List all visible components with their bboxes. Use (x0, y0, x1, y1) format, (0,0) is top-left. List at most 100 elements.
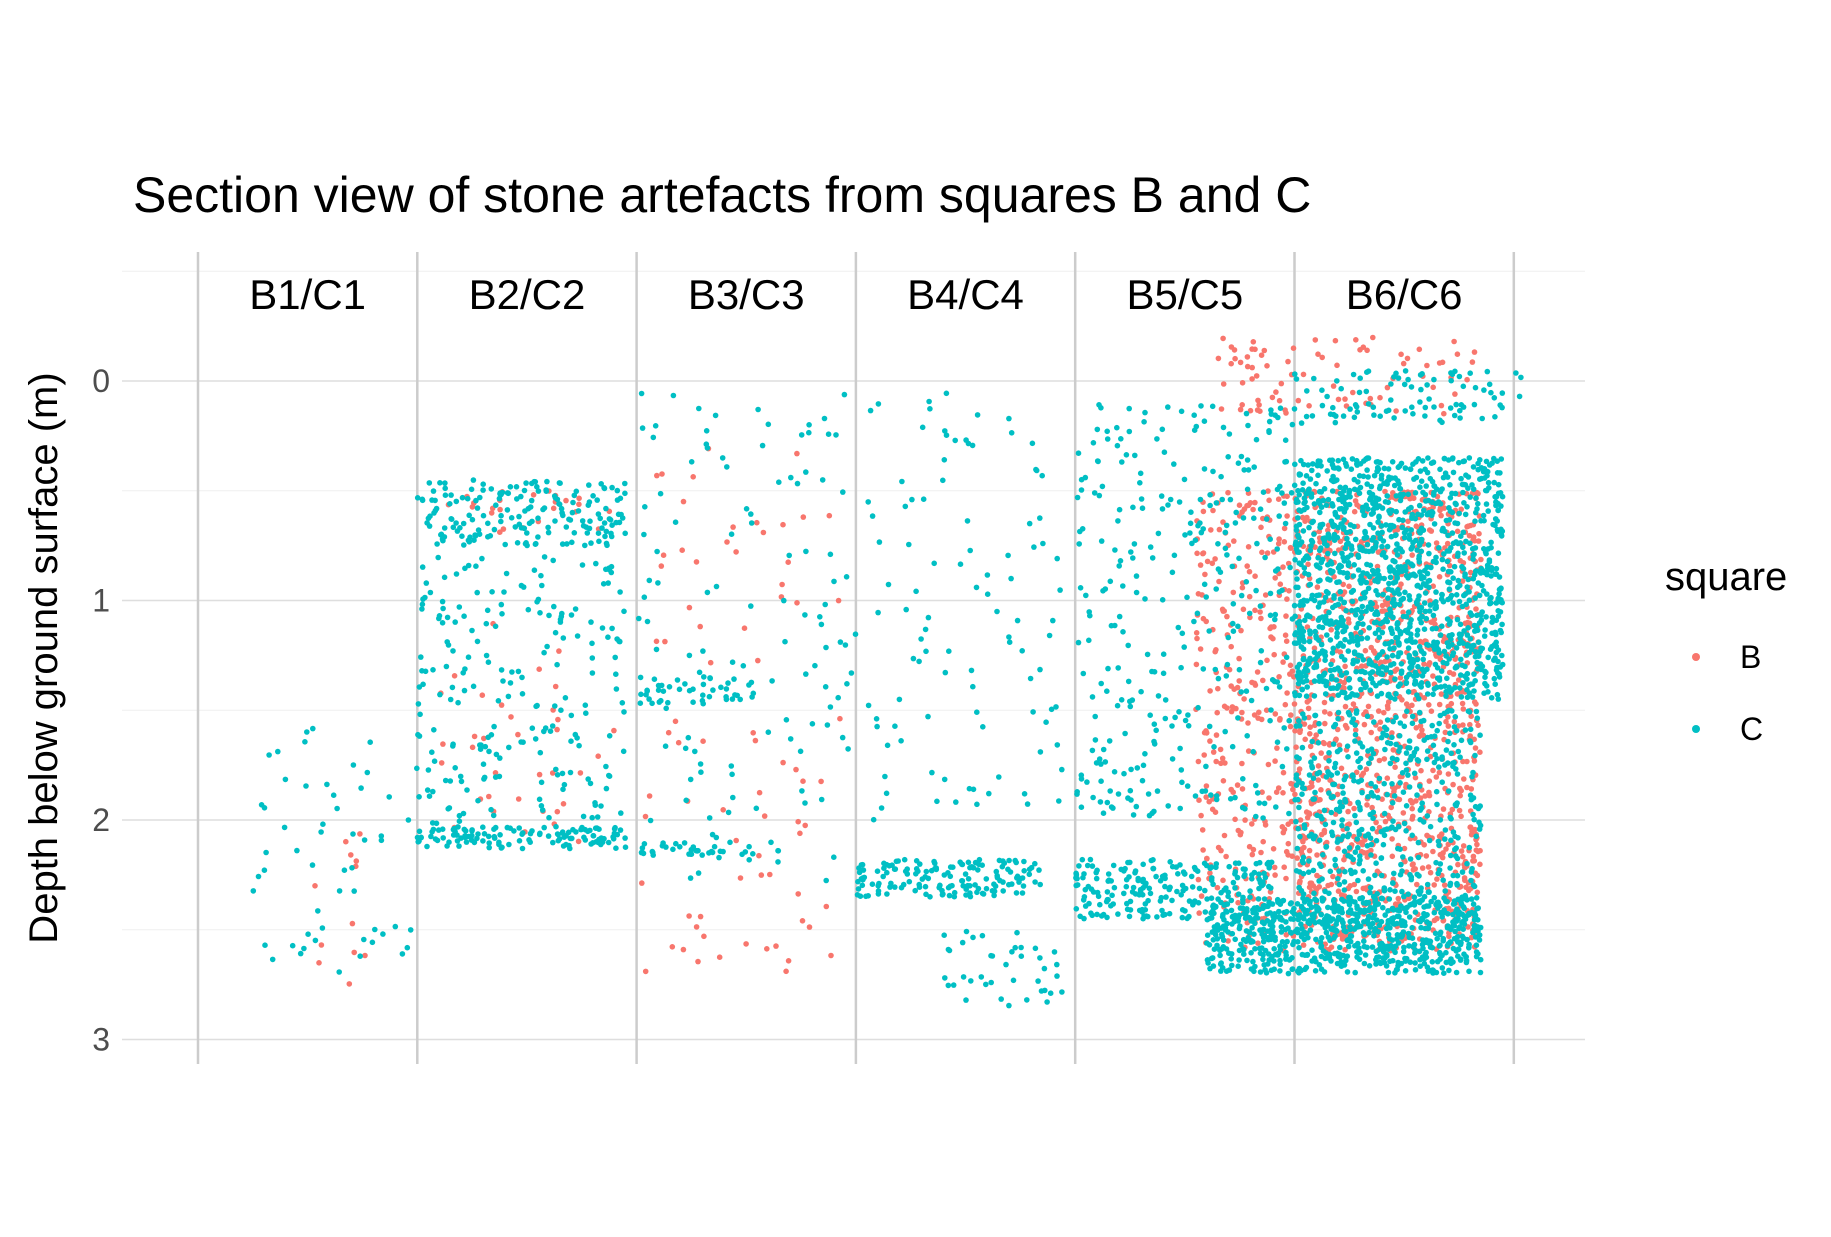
point-c (859, 861, 866, 868)
point-c (1145, 791, 1152, 797)
point-c (681, 840, 688, 846)
point-c (1387, 669, 1394, 676)
point-c (1494, 470, 1501, 476)
point-b (1409, 805, 1415, 812)
point-b (1346, 583, 1352, 590)
point-c (1208, 864, 1215, 870)
point-c (435, 554, 442, 561)
point-c (1153, 873, 1159, 880)
point-c (1345, 943, 1352, 950)
point-c (970, 934, 976, 941)
point-c (1444, 675, 1450, 682)
point-b (1260, 677, 1266, 684)
point-c (892, 866, 899, 872)
point-c (1184, 594, 1190, 601)
point-c (1374, 954, 1380, 961)
point-b (1258, 849, 1264, 856)
point-c (1395, 959, 1401, 966)
point-b (440, 741, 446, 747)
point-b (1224, 613, 1230, 620)
point-c (618, 810, 624, 816)
point-c (1037, 955, 1043, 961)
point-c (351, 888, 358, 894)
point-b (1460, 722, 1466, 728)
point-c (696, 669, 703, 676)
point-c (737, 696, 743, 703)
point-b (1426, 660, 1433, 666)
point-c (1305, 462, 1311, 468)
point-c (1487, 596, 1493, 602)
point-c (1317, 524, 1323, 531)
point-c (498, 518, 504, 525)
point-c (1308, 494, 1315, 500)
point-b (1275, 540, 1282, 547)
point-c (1447, 939, 1454, 945)
point-c (1421, 626, 1428, 632)
point-c (917, 861, 923, 867)
point-c (552, 629, 559, 636)
point-c (447, 501, 453, 507)
point-c (976, 856, 983, 863)
point-c (1051, 949, 1058, 955)
point-c (827, 551, 834, 558)
point-b (1247, 407, 1254, 414)
point-c (709, 849, 716, 856)
point-b (1467, 824, 1473, 830)
point-b (1370, 648, 1377, 654)
point-b (1285, 840, 1292, 847)
point-c (1389, 459, 1396, 465)
point-c (1226, 967, 1233, 973)
point-b (1392, 764, 1398, 770)
point-c (1325, 934, 1332, 940)
point-c (619, 700, 626, 706)
point-c (1313, 936, 1319, 943)
point-c (485, 833, 492, 840)
point-c (424, 520, 430, 526)
point-c (521, 487, 528, 494)
point-c (929, 769, 935, 776)
point-c (1079, 526, 1086, 532)
point-b (1470, 853, 1477, 860)
point-c (1412, 960, 1418, 966)
point-b (1342, 946, 1348, 953)
point-c (1089, 694, 1096, 700)
point-c (1295, 515, 1301, 521)
point-b (1218, 760, 1224, 767)
point-b (1314, 852, 1320, 858)
point-c (1355, 567, 1362, 573)
point-c (1418, 478, 1425, 485)
point-c (1232, 936, 1238, 943)
point-c (1271, 911, 1278, 917)
point-c (700, 700, 706, 707)
point-b (794, 600, 800, 606)
point-c (1384, 493, 1390, 499)
point-b (1294, 855, 1300, 861)
point-c (427, 513, 433, 519)
point-c (1470, 556, 1476, 562)
point-c (1446, 505, 1452, 511)
point-c (1175, 624, 1182, 631)
point-c (1116, 613, 1123, 620)
point-b (1235, 899, 1241, 906)
point-b (1280, 564, 1286, 570)
point-b (1237, 359, 1244, 366)
point-c (1384, 654, 1390, 660)
point-c (946, 892, 953, 899)
point-b (1404, 355, 1411, 362)
point-c (1307, 547, 1314, 554)
point-c (923, 648, 929, 655)
point-c (1227, 496, 1234, 503)
point-c (453, 571, 460, 577)
point-c (1352, 899, 1358, 905)
point-b (1403, 701, 1410, 707)
point-b (1206, 798, 1212, 805)
point-c (1276, 684, 1283, 690)
point-c (1456, 510, 1462, 517)
point-c (718, 684, 724, 691)
point-b (1438, 402, 1445, 409)
point-c (1424, 570, 1431, 577)
point-b (1441, 410, 1447, 417)
point-c (1224, 909, 1230, 915)
point-c (429, 749, 435, 755)
point-c (1104, 428, 1110, 435)
